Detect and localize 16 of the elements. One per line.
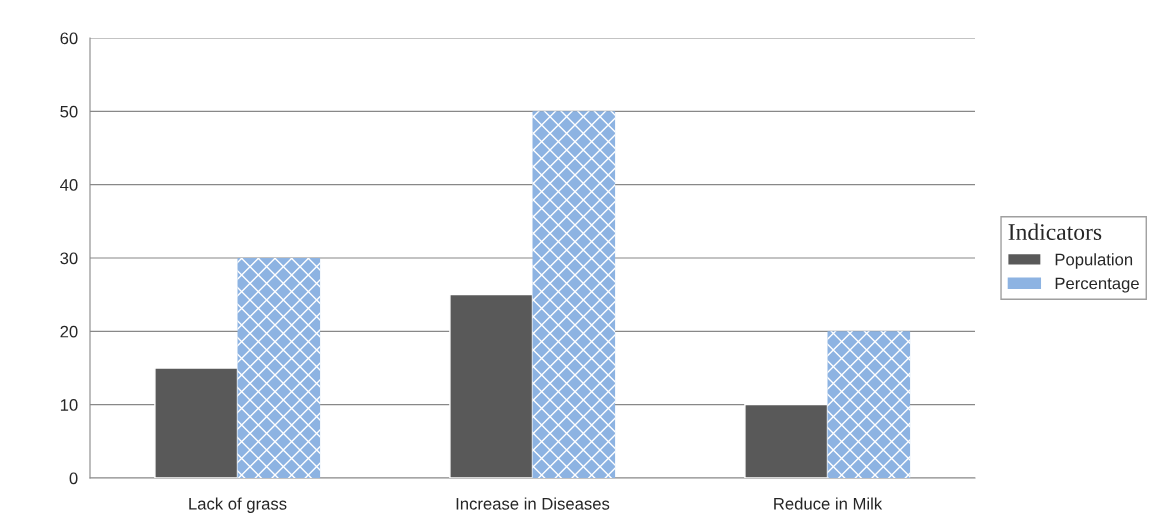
legend-label: Percentage (1055, 277, 1139, 293)
y-tick-label: 40 (60, 179, 78, 191)
y-tick-label: 50 (60, 105, 78, 118)
x-tick-label: Increase in Diseases (456, 497, 610, 510)
x-tick-label: Reduce in Milk (774, 497, 883, 510)
y-tick-label: 30 (60, 252, 78, 265)
y-tick-label: 0 (69, 472, 78, 485)
legend-title: Indicators (1008, 223, 1102, 241)
y-tick-label: 20 (60, 325, 78, 338)
legend-label: Population (1055, 253, 1133, 269)
bar (154, 367, 239, 478)
bar (449, 293, 534, 478)
y-tick-label: 60 (60, 32, 78, 45)
x-tick-label: Lack of grass (189, 497, 287, 513)
y-tick-label: 10 (60, 399, 78, 411)
bar (744, 403, 829, 478)
